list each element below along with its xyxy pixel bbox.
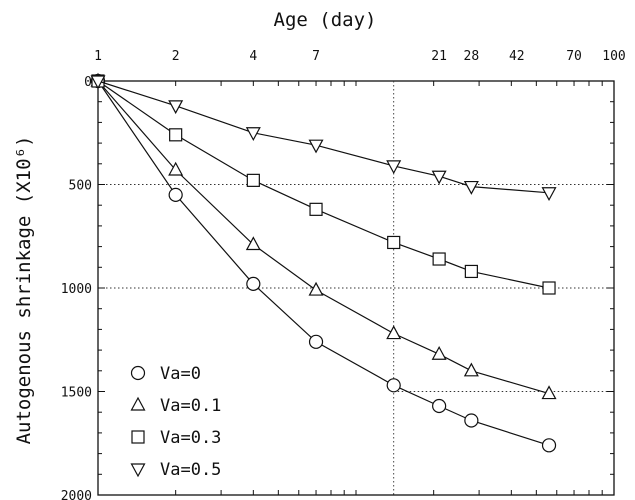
series-4 — [90, 75, 557, 202]
data-point-circle — [432, 398, 447, 414]
data-point-square — [432, 252, 446, 266]
data-point-square — [169, 128, 183, 142]
data-point-circle — [168, 187, 183, 202]
x-tick-label: 21 — [431, 49, 447, 64]
x-tick-label: 70 — [566, 49, 582, 64]
data-point-square — [309, 202, 323, 216]
data-point-triangle-down — [130, 463, 146, 478]
y-tick-label: 1000 — [61, 282, 92, 297]
y-axis: 0 500 1000 1500 2000 — [61, 75, 614, 500]
data-point-triangle-down — [90, 75, 106, 90]
data-point-triangle-down — [386, 160, 402, 175]
data-point-circle — [246, 276, 261, 291]
y-tick-label: 0 — [84, 75, 92, 90]
data-point-square — [246, 173, 260, 187]
x-axis-title: Age (day) — [274, 9, 377, 31]
data-point-triangle-up — [130, 396, 146, 411]
x-tick-label: 4 — [249, 49, 257, 64]
data-point-triangle-down — [168, 100, 184, 115]
x-tick-label: 7 — [312, 49, 320, 64]
y-tick-label: 500 — [69, 179, 92, 194]
x-tick-label: 1 — [94, 49, 102, 64]
data-point-triangle-up — [168, 161, 184, 176]
series-2 — [90, 72, 557, 400]
data-point-triangle-up — [308, 281, 324, 296]
legend-label: Va=0.1 — [160, 396, 221, 416]
data-point-triangle-down — [245, 127, 261, 142]
grid-lines — [98, 81, 614, 495]
data-point-triangle-up — [463, 362, 479, 377]
y-tick-label: 1500 — [61, 386, 92, 401]
data-point-circle — [308, 334, 324, 349]
series-line — [97, 80, 550, 395]
series-group — [90, 72, 557, 453]
series-3 — [91, 74, 556, 295]
data-point-circle — [464, 413, 479, 428]
data-point-triangle-down — [463, 180, 479, 195]
legend-label: Va=0.3 — [160, 428, 221, 448]
legend-label: Va=0 — [160, 364, 201, 384]
x-tick-label: 2 — [172, 49, 180, 64]
x-tick-label: 42 — [509, 49, 525, 64]
x-axis: 1 2 4 7 21 28 42 70 100 — [94, 49, 626, 495]
data-point-triangle-up — [431, 345, 447, 360]
x-tick-label: 28 — [464, 49, 480, 64]
data-point-circle — [386, 378, 401, 393]
data-point-square — [464, 264, 478, 279]
data-point-square — [131, 430, 145, 444]
data-point-circle — [130, 365, 146, 381]
legend-label: Va=0.5 — [160, 460, 221, 480]
data-point-triangle-up — [386, 325, 402, 340]
series-line — [97, 80, 550, 194]
x-tick-label: 100 — [602, 49, 625, 64]
data-point-square — [542, 281, 556, 295]
legend: Va=0 Va=0.1 Va=0.3 Va=0.5 — [130, 364, 221, 480]
data-point-triangle-up — [541, 385, 557, 400]
data-point-square — [387, 235, 401, 250]
series-line — [97, 80, 550, 446]
series-1 — [90, 73, 557, 453]
y-axis-title: Autogenous shrinkage (X10⁶) — [13, 136, 35, 445]
y-tick-label: 2000 — [61, 489, 92, 500]
data-point-triangle-down — [541, 187, 557, 202]
data-point-triangle-down — [431, 170, 447, 185]
data-point-triangle-up — [245, 236, 261, 251]
data-point-circle — [541, 438, 557, 453]
data-point-triangle-down — [308, 139, 324, 154]
